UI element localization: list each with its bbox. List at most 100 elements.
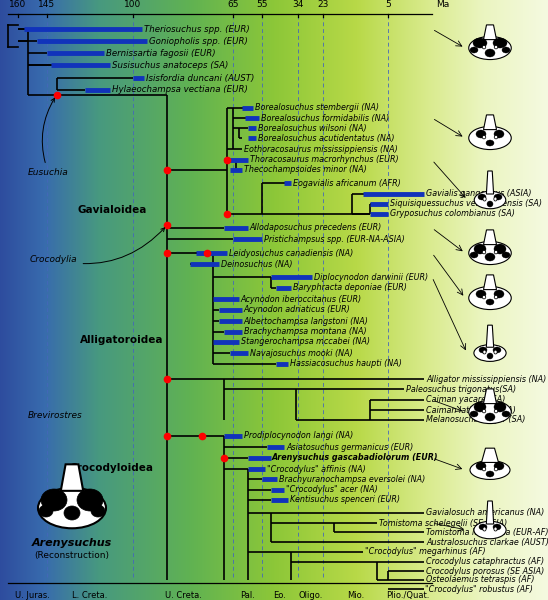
Polygon shape <box>486 501 494 524</box>
Text: 160: 160 <box>9 0 27 9</box>
Polygon shape <box>483 389 496 404</box>
Ellipse shape <box>476 462 486 470</box>
Text: L. Creta.: L. Creta. <box>72 591 108 600</box>
Text: Crocodylia: Crocodylia <box>30 228 164 264</box>
Ellipse shape <box>493 524 501 530</box>
Ellipse shape <box>494 136 498 139</box>
Text: Eogavialis africanum (AFR): Eogavialis africanum (AFR) <box>293 179 401 187</box>
Ellipse shape <box>486 140 494 146</box>
Text: Gavialosuch americanus (NA): Gavialosuch americanus (NA) <box>426 509 544 517</box>
Text: "Crocodylus" robustus (AF): "Crocodylus" robustus (AF) <box>425 584 533 593</box>
Ellipse shape <box>487 201 493 207</box>
Polygon shape <box>483 275 496 290</box>
Text: Eo.: Eo. <box>273 591 287 600</box>
Text: Melanosuchus niger (SA): Melanosuchus niger (SA) <box>426 415 526 425</box>
Text: Baryphracta deponiae (EUR): Baryphracta deponiae (EUR) <box>293 283 407 292</box>
Text: Asiatosuchus germanicus (EUR): Asiatosuchus germanicus (EUR) <box>286 443 414 451</box>
Ellipse shape <box>470 47 478 53</box>
Text: Hylaeochampsa vectiana (EUR): Hylaeochampsa vectiana (EUR) <box>112 85 248 94</box>
Text: Borealosuchus stembergii (NA): Borealosuchus stembergii (NA) <box>255 103 379 113</box>
Text: Osteolaemus tetraspis (AF): Osteolaemus tetraspis (AF) <box>426 575 534 584</box>
Text: Pristichampsus spp. (EUR-NA-ASIA): Pristichampsus spp. (EUR-NA-ASIA) <box>264 235 405 244</box>
Ellipse shape <box>474 344 506 361</box>
Text: Allodaposuchus precedens (EUR): Allodaposuchus precedens (EUR) <box>249 223 382 232</box>
Ellipse shape <box>483 350 486 354</box>
Polygon shape <box>486 325 494 347</box>
Text: 100: 100 <box>124 0 141 9</box>
Ellipse shape <box>502 47 510 53</box>
Text: Acynodon iberoccitanus (EUR): Acynodon iberoccitanus (EUR) <box>241 295 362 304</box>
Text: Paleosuchus trigonatus(SA): Paleosuchus trigonatus(SA) <box>406 385 516 394</box>
Ellipse shape <box>478 194 486 200</box>
Text: Siquisiquessuchus venezuelensis (SA): Siquisiquessuchus venezuelensis (SA) <box>390 199 542 208</box>
Text: Brevirostres: Brevirostres <box>28 410 83 419</box>
Ellipse shape <box>38 488 106 528</box>
Text: 55: 55 <box>256 0 268 9</box>
Ellipse shape <box>474 244 486 254</box>
Text: "Crocodylus" affinis (NA): "Crocodylus" affinis (NA) <box>267 464 366 473</box>
Ellipse shape <box>486 471 494 477</box>
Text: Caiman latirostris (SA): Caiman latirostris (SA) <box>426 406 516 415</box>
Text: Goniopholis spp. (EUR): Goniopholis spp. (EUR) <box>149 37 248 46</box>
Text: Ma: Ma <box>436 0 449 9</box>
Text: Alligatoroidea: Alligatoroidea <box>80 335 163 345</box>
Ellipse shape <box>494 290 504 298</box>
Text: Tomistoma lusitanica (EUR-AF): Tomistoma lusitanica (EUR-AF) <box>426 527 548 536</box>
Text: Arenysuchus gascabadiolorum (EUR): Arenysuchus gascabadiolorum (EUR) <box>272 454 438 463</box>
Ellipse shape <box>494 467 498 471</box>
Text: Pal.: Pal. <box>240 591 255 600</box>
Text: Crocodylus cataphractus (AF): Crocodylus cataphractus (AF) <box>426 557 544 566</box>
Ellipse shape <box>493 38 507 48</box>
Text: Plio./Quat.: Plio./Quat. <box>386 591 430 600</box>
Text: U. Creta.: U. Creta. <box>164 591 202 600</box>
Ellipse shape <box>39 505 53 517</box>
Ellipse shape <box>482 295 486 299</box>
Ellipse shape <box>476 290 486 298</box>
Ellipse shape <box>469 400 511 424</box>
Ellipse shape <box>494 402 506 412</box>
Ellipse shape <box>494 197 497 201</box>
Text: 5: 5 <box>385 0 391 9</box>
Text: Hassiacosuchus haupti (NA): Hassiacosuchus haupti (NA) <box>290 359 402 368</box>
Ellipse shape <box>494 409 498 413</box>
Text: Acynodon adriaticus (EUR): Acynodon adriaticus (EUR) <box>244 305 351 314</box>
Text: Caiman yacare (SA): Caiman yacare (SA) <box>426 395 505 404</box>
Text: Eusuchia: Eusuchia <box>28 98 68 177</box>
Text: 23: 23 <box>317 0 329 9</box>
Text: Brachychampsa montana (NA): Brachychampsa montana (NA) <box>244 328 366 337</box>
Ellipse shape <box>486 299 494 305</box>
Ellipse shape <box>473 38 487 48</box>
Text: Gryposuchus colombianus (SA): Gryposuchus colombianus (SA) <box>390 209 515 218</box>
Text: Stangerochampsa mccabei (NA): Stangerochampsa mccabei (NA) <box>241 337 370 346</box>
Ellipse shape <box>64 506 80 520</box>
Text: Theriosuchus spp. (EUR): Theriosuchus spp. (EUR) <box>144 25 249 34</box>
Text: Deinosuchus (NA): Deinosuchus (NA) <box>221 259 292 269</box>
Ellipse shape <box>482 409 486 413</box>
Ellipse shape <box>479 347 487 353</box>
Polygon shape <box>482 448 499 463</box>
Ellipse shape <box>41 489 67 511</box>
Text: Leidyosuchus canadiensis (NA): Leidyosuchus canadiensis (NA) <box>229 248 353 257</box>
Ellipse shape <box>487 353 493 359</box>
Text: Gavialis gangeticus (ASIA): Gavialis gangeticus (ASIA) <box>426 190 532 199</box>
Text: 65: 65 <box>227 0 239 9</box>
Ellipse shape <box>494 46 498 49</box>
Ellipse shape <box>483 197 486 201</box>
Ellipse shape <box>474 191 506 209</box>
Text: Oligo.: Oligo. <box>298 591 323 600</box>
Ellipse shape <box>479 524 487 530</box>
Polygon shape <box>487 171 494 194</box>
Text: Brachyuranochampsa eversolei (NA): Brachyuranochampsa eversolei (NA) <box>279 475 426 484</box>
Text: Susisuchus anatoceps (SA): Susisuchus anatoceps (SA) <box>112 61 229 70</box>
Ellipse shape <box>502 411 510 417</box>
Text: Crocodyloidea: Crocodyloidea <box>70 463 154 473</box>
Ellipse shape <box>474 521 506 539</box>
Ellipse shape <box>494 244 506 254</box>
Ellipse shape <box>476 130 486 138</box>
Ellipse shape <box>469 241 511 265</box>
Text: 34: 34 <box>292 0 304 9</box>
Text: Tomistoma schelegelii (SE ASIA): Tomistoma schelegelii (SE ASIA) <box>379 518 507 527</box>
Polygon shape <box>483 230 496 245</box>
Text: Borealosuchus acutidentatus (NA): Borealosuchus acutidentatus (NA) <box>258 133 395 142</box>
Ellipse shape <box>469 37 511 59</box>
